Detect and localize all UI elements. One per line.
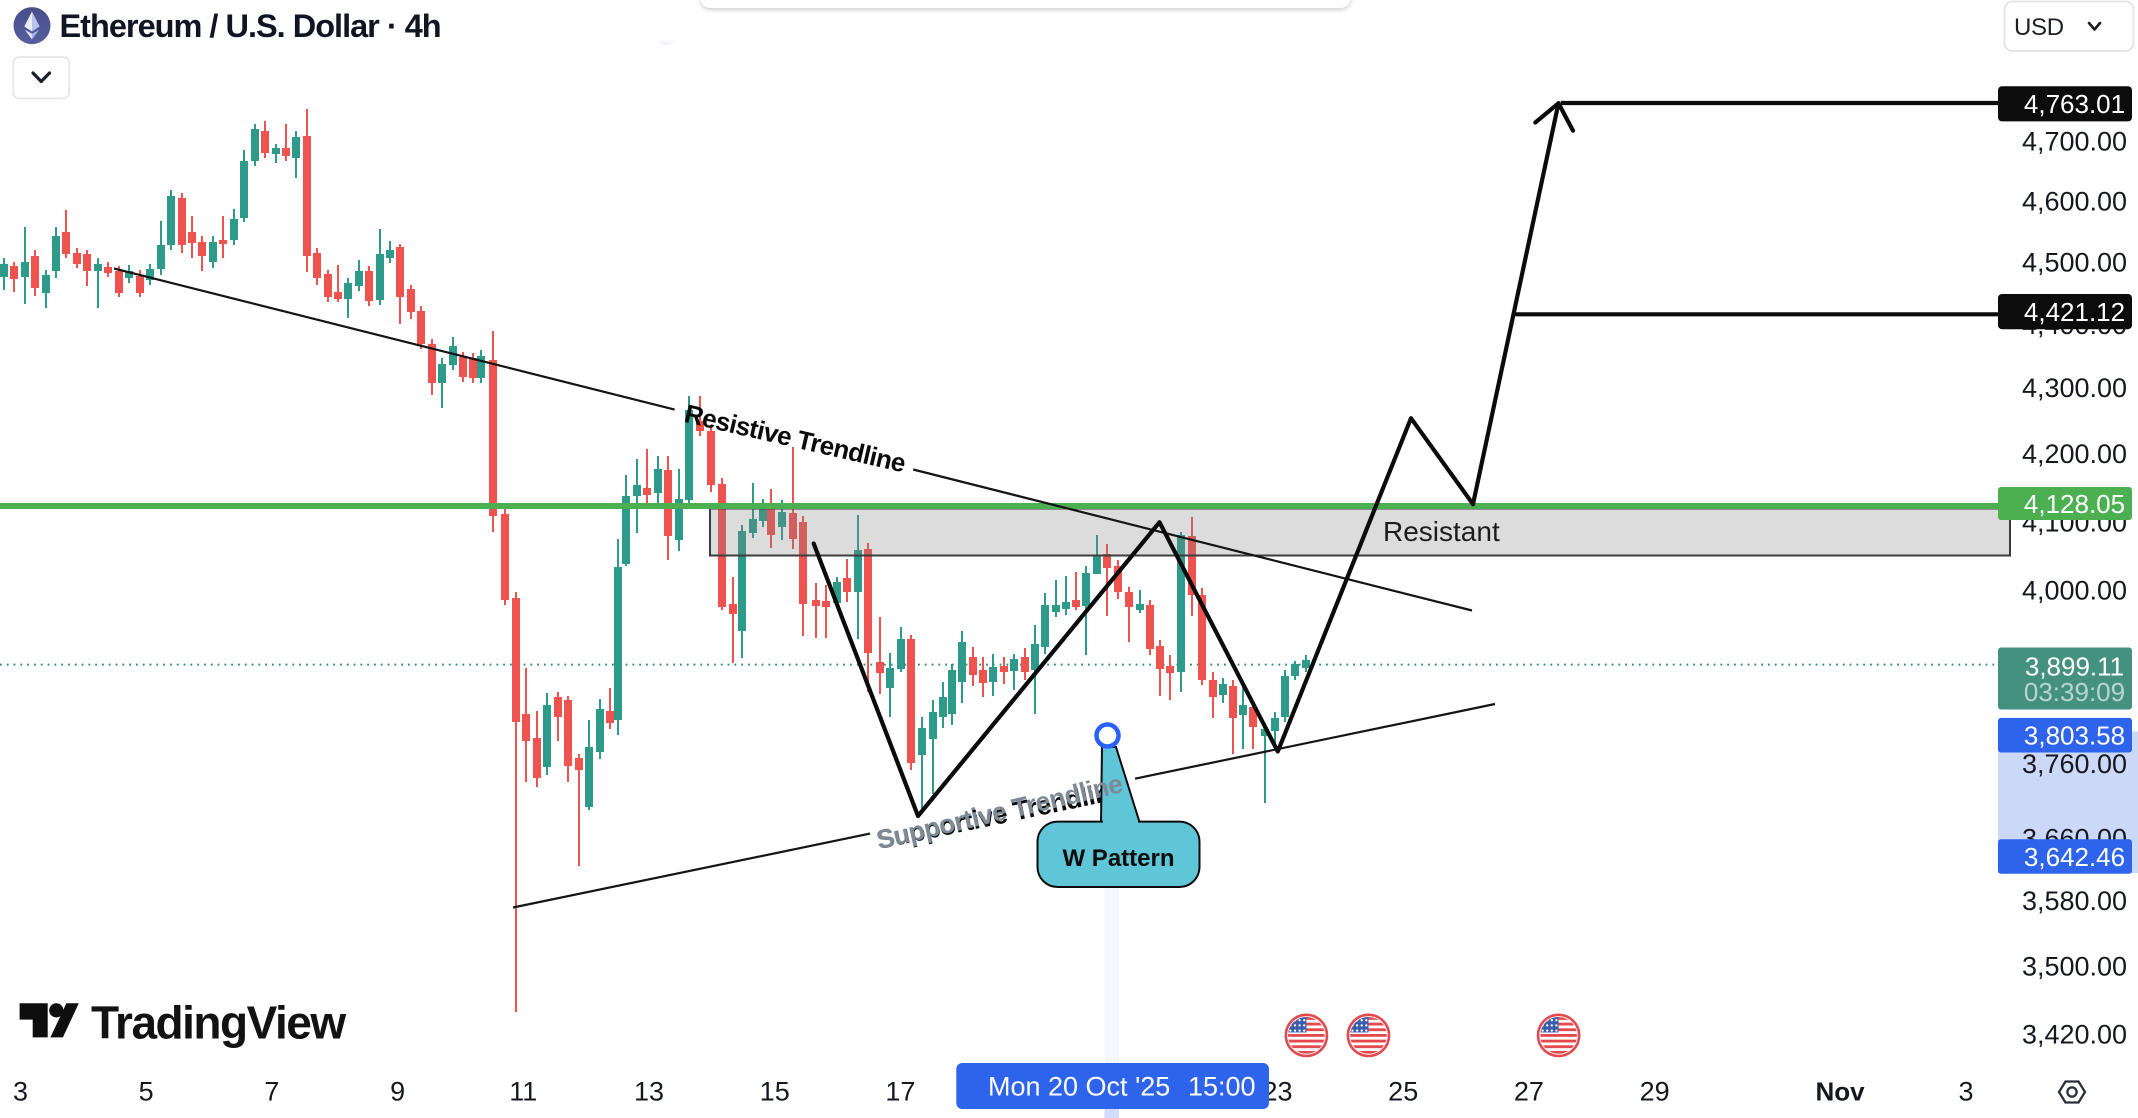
svg-text:3,420.00: 3,420.00 — [2022, 1019, 2127, 1049]
svg-text:Nov: Nov — [1815, 1076, 1865, 1106]
svg-text:4,200.00: 4,200.00 — [2022, 439, 2127, 469]
svg-text:7: 7 — [264, 1076, 279, 1106]
svg-text:3,500.00: 3,500.00 — [2022, 952, 2127, 982]
svg-text:4,763.01: 4,763.01 — [2024, 89, 2125, 119]
svg-text:4,700.00: 4,700.00 — [2022, 126, 2127, 156]
svg-text:4,128.05: 4,128.05 — [2024, 489, 2125, 519]
svg-text:Mon 20 Oct '25: Mon 20 Oct '25 — [988, 1072, 1170, 1102]
svg-text:W Pattern: W Pattern — [1062, 845, 1174, 872]
svg-text:29: 29 — [1640, 1076, 1670, 1106]
svg-text:Ethereum / U.S. Dollar · 4h: Ethereum / U.S. Dollar · 4h — [60, 8, 441, 44]
svg-text:USD: USD — [2014, 14, 2064, 41]
svg-text:4,421.12: 4,421.12 — [2024, 297, 2125, 327]
svg-text:3,580.00: 3,580.00 — [2022, 886, 2127, 916]
svg-text:17: 17 — [885, 1076, 915, 1106]
svg-text:4,600.00: 4,600.00 — [2022, 186, 2127, 216]
svg-text:3,899.11: 3,899.11 — [2025, 651, 2124, 681]
svg-text:15: 15 — [760, 1076, 790, 1106]
svg-text:5: 5 — [139, 1076, 154, 1106]
svg-text:13: 13 — [634, 1076, 664, 1106]
svg-text:3,760.00: 3,760.00 — [2022, 749, 2127, 779]
svg-text:4,300.00: 4,300.00 — [2022, 373, 2127, 403]
svg-text:15:00: 15:00 — [1188, 1072, 1256, 1102]
svg-text:3,803.58: 3,803.58 — [2024, 721, 2125, 751]
svg-text:4,500.00: 4,500.00 — [2022, 248, 2127, 278]
svg-text:3,642.46: 3,642.46 — [2024, 842, 2125, 872]
svg-text:25: 25 — [1388, 1076, 1418, 1106]
svg-text:3: 3 — [13, 1076, 28, 1106]
svg-text:9: 9 — [390, 1076, 405, 1106]
svg-text:11: 11 — [509, 1076, 537, 1106]
svg-text:Resistant: Resistant — [1383, 516, 1500, 547]
svg-text:27: 27 — [1514, 1076, 1544, 1106]
svg-text:4,000.00: 4,000.00 — [2022, 576, 2127, 606]
svg-text:TradingView: TradingView — [91, 997, 346, 1049]
svg-text:03:39:09: 03:39:09 — [2024, 677, 2125, 707]
svg-text:3: 3 — [1958, 1076, 1973, 1106]
